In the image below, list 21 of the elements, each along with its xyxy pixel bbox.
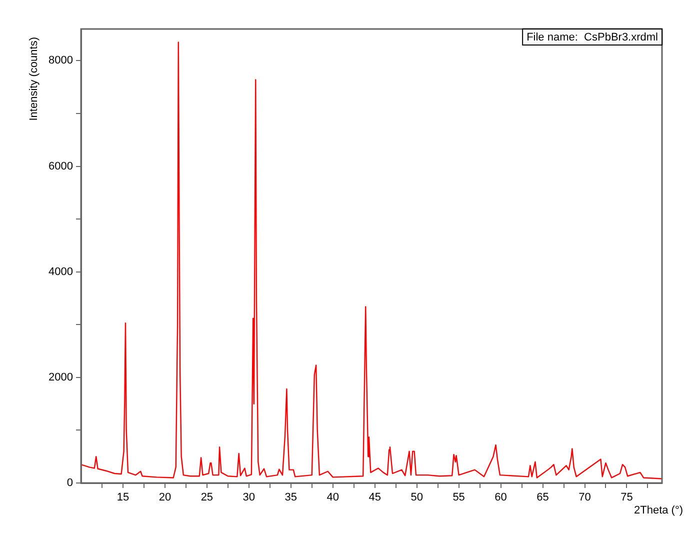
x-tick-label: 20 [158,492,172,504]
x-tick-label: 55 [452,492,465,504]
x-tick-label: 15 [116,492,130,504]
y-tick-label: 2000 [48,371,73,384]
y-tick-label: 0 [66,477,73,490]
x-tick-label: 60 [494,492,507,504]
x-tick-label: 75 [620,492,633,504]
x-tick-label: 40 [326,492,340,504]
annotation: File name: CsPbBr3.xrdml [526,32,658,44]
y-tick-label: 6000 [48,160,73,172]
x-tick-label: 50 [410,492,423,504]
x-tick-label: 65 [536,492,549,504]
x-tick-label: 70 [578,492,591,504]
x-tick-label: 25 [200,492,214,504]
x-tick-label: 45 [368,492,381,504]
y-tick-label: 8000 [48,54,73,67]
y-axis-title: Intensity (counts) [28,37,40,121]
x-tick-label: 35 [284,492,298,504]
y-tick-label: 4000 [48,266,73,278]
x-tick-label: 30 [242,492,256,504]
x-axis-title: 2Theta (°) [634,504,684,517]
